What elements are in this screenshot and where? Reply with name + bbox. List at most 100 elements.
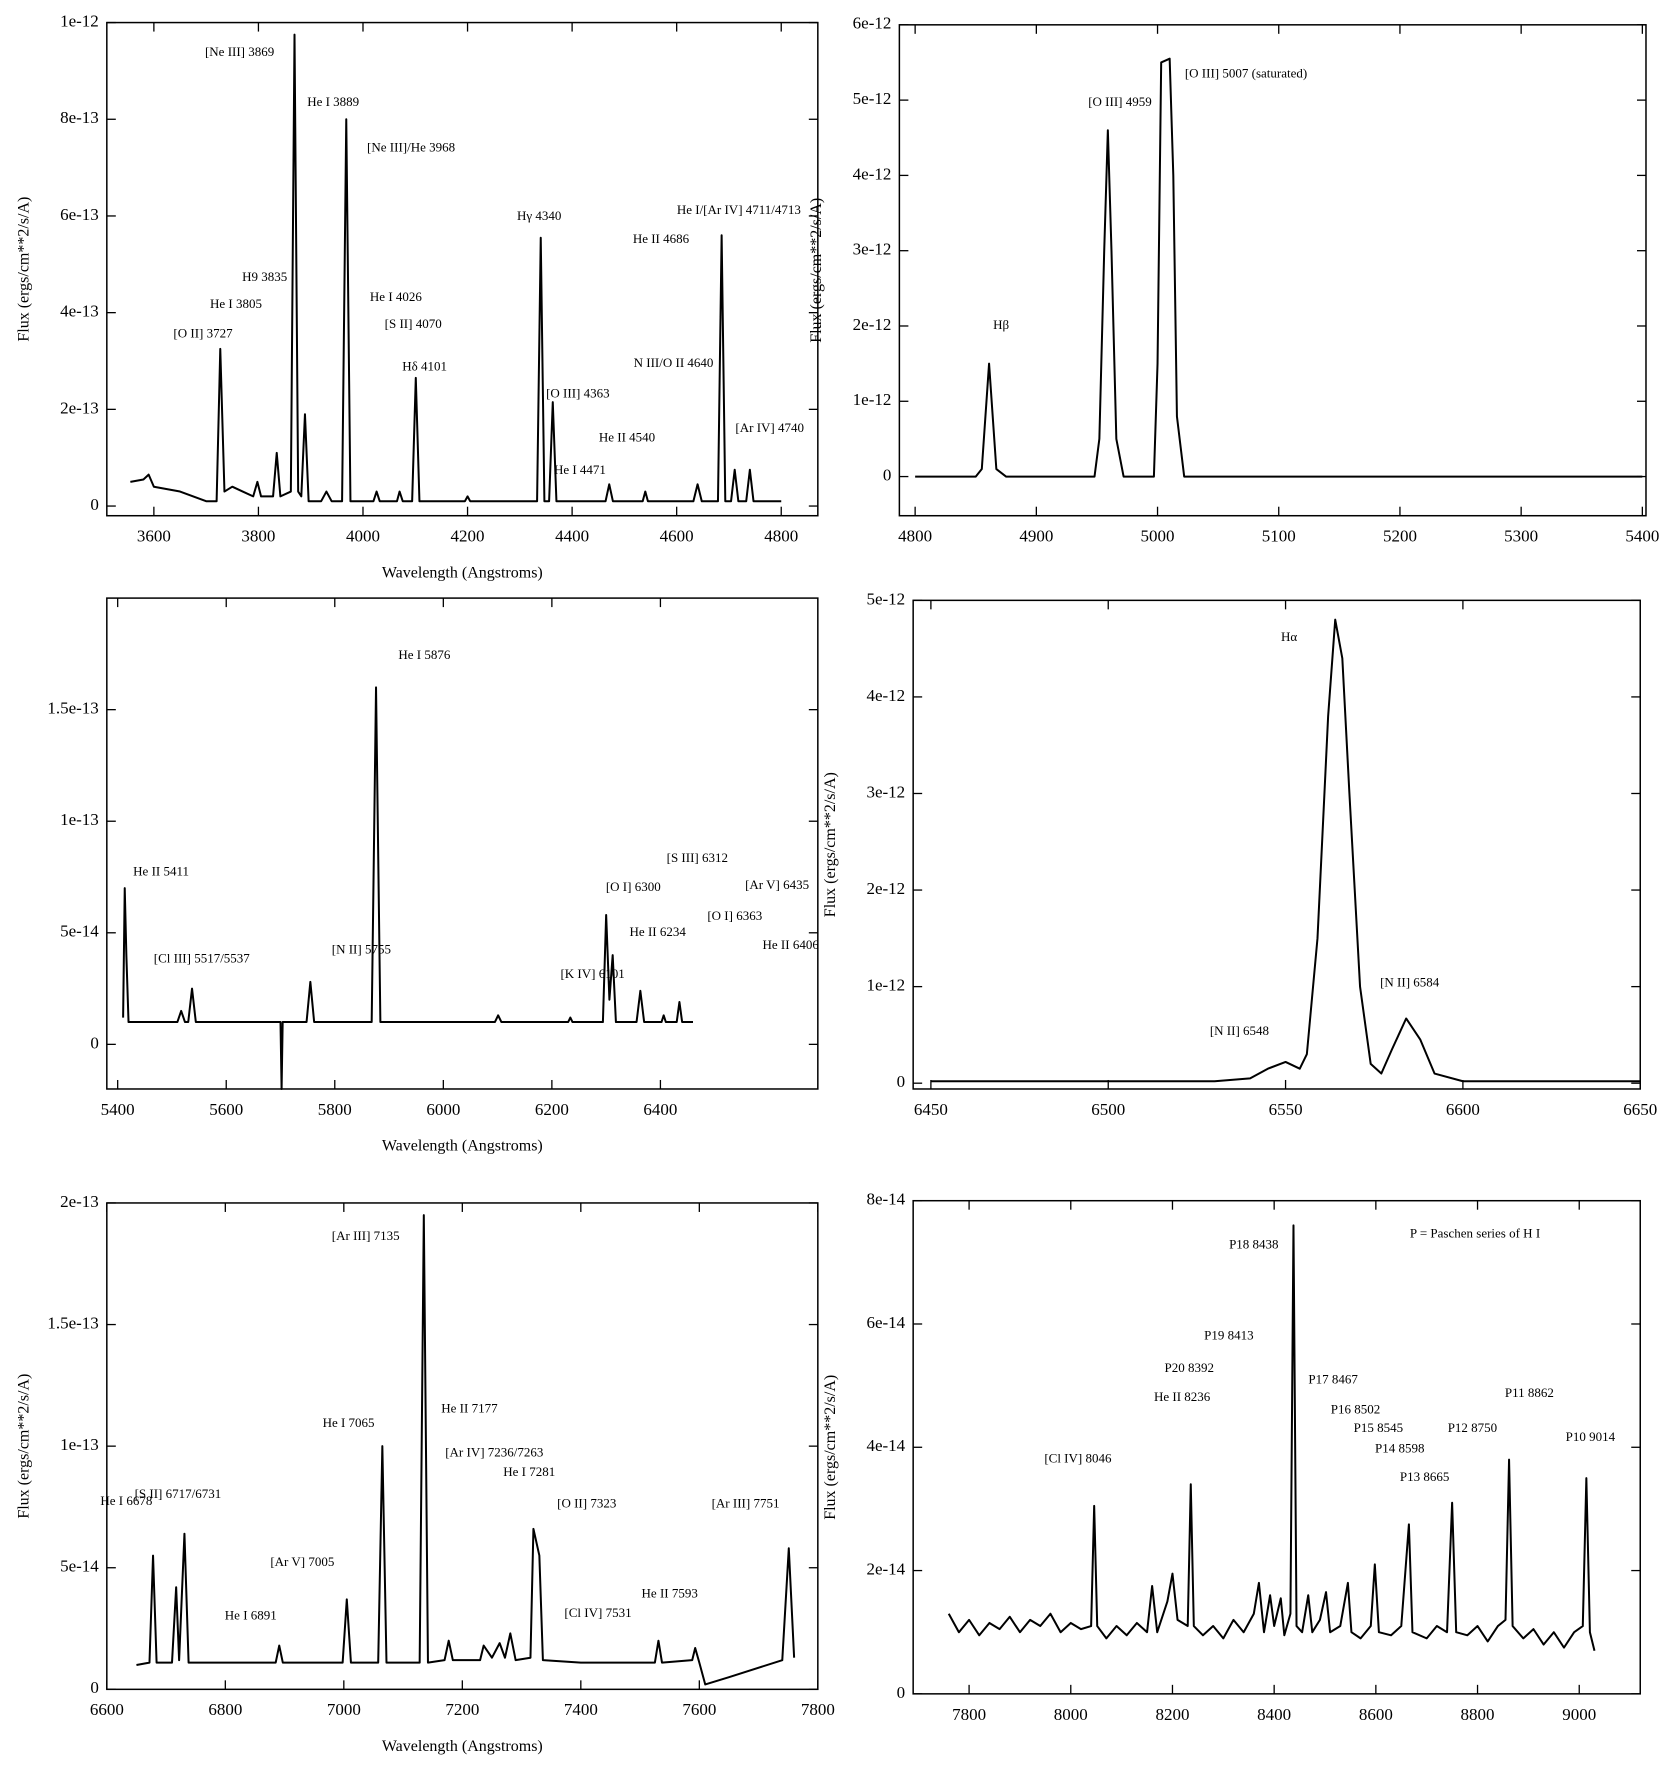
y-tick-label: 2e-13 <box>60 398 99 417</box>
x-tick-label: 5600 <box>209 1100 243 1119</box>
y-tick-label: 1e-13 <box>60 810 99 829</box>
x-tick-label: 4400 <box>555 527 589 546</box>
y-tick-label: 0 <box>883 465 892 484</box>
line-annotation: He I 7281 <box>503 1464 555 1479</box>
line-annotation: He II 4540 <box>599 429 655 444</box>
y-tick-label: 5e-12 <box>853 89 892 108</box>
x-tick-label: 6200 <box>535 1100 569 1119</box>
plot-frame <box>106 597 819 1090</box>
line-annotation: He I 3889 <box>307 94 359 109</box>
x-tick-label: 4600 <box>660 527 694 546</box>
y-axis-title: Flux (ergs/cm**2/s/A) <box>822 1375 839 1520</box>
x-tick-label: 5000 <box>1141 527 1175 546</box>
line-annotation: P17 8467 <box>1308 1372 1358 1387</box>
line-annotation: P10 9014 <box>1566 1429 1616 1444</box>
line-annotation: [Ar III] 7751 <box>712 1495 780 1510</box>
spectrum-line <box>915 57 1643 478</box>
line-annotation: He I 6678 <box>100 1493 152 1508</box>
line-annotation: He II 6406 <box>763 937 820 952</box>
y-tick-label: 1e-13 <box>60 1435 99 1454</box>
y-tick-label: 2e-14 <box>866 1559 905 1578</box>
y-axis-title: Flux (ergs/cm**2/s/A) <box>15 1374 32 1519</box>
y-tick-label: 4e-12 <box>866 686 905 705</box>
line-annotation: Hδ 4101 <box>402 358 447 373</box>
line-annotation: He II 6234 <box>630 924 687 939</box>
line-annotation: [O III] 4363 <box>546 385 610 400</box>
x-tick-label: 6550 <box>1269 1100 1303 1119</box>
line-annotation: [N II] 6548 <box>1210 1023 1269 1038</box>
line-annotation: [K IV] 6101 <box>560 966 624 981</box>
line-annotation: He I 3805 <box>210 296 262 311</box>
y-tick-label: 3e-12 <box>853 240 892 259</box>
line-annotation: [Ar IV] 7236/7263 <box>445 1444 543 1459</box>
line-annotation: P15 8545 <box>1354 1420 1403 1435</box>
x-tick-label: 5100 <box>1262 527 1296 546</box>
line-annotation: He I 6891 <box>225 1607 277 1622</box>
line-annotation: [Cl III] 5517/5537 <box>154 951 251 966</box>
y-tick-label: 0 <box>897 1683 906 1702</box>
line-annotation: He II 7593 <box>642 1585 698 1600</box>
x-tick-label: 3800 <box>241 527 275 546</box>
line-annotation: [Cl IV] 8046 <box>1044 1451 1112 1466</box>
x-axis-title: Wavelength (Angstroms) <box>382 564 543 581</box>
line-annotation: P = Paschen series of H I <box>1410 1226 1540 1241</box>
line-annotation: Hα <box>1281 629 1297 644</box>
y-tick-label: 6e-13 <box>60 205 99 224</box>
x-tick-label: 6600 <box>90 1700 124 1719</box>
y-tick-label: 1.5e-13 <box>47 1313 98 1332</box>
line-annotation: [Ne III] 3869 <box>205 44 274 59</box>
y-tick-label: 8e-14 <box>866 1190 905 1209</box>
y-tick-label: 6e-12 <box>853 14 892 33</box>
line-annotation: [Ar IV] 4740 <box>735 420 804 435</box>
spectrum-line <box>947 1224 1596 1651</box>
y-tick-label: 1e-12 <box>866 976 905 995</box>
line-annotation: He II 8236 <box>1154 1389 1211 1404</box>
y-tick-label: 0 <box>90 1033 99 1052</box>
x-tick-label: 6000 <box>426 1100 460 1119</box>
x-tick-label: 8200 <box>1155 1705 1189 1724</box>
spectrum-line <box>130 33 782 503</box>
y-tick-label: 5e-14 <box>60 922 99 941</box>
line-annotation: [O I] 6300 <box>606 879 661 894</box>
x-tick-label: 8800 <box>1461 1705 1495 1724</box>
x-tick-label: 6800 <box>208 1700 242 1719</box>
x-tick-label: 5400 <box>1625 527 1659 546</box>
line-annotation: [S II] 4070 <box>385 316 442 331</box>
x-tick-label: 7000 <box>327 1700 361 1719</box>
x-axis-title: Wavelength (Angstroms) <box>382 1138 543 1155</box>
line-annotation: P16 8502 <box>1331 1401 1380 1416</box>
y-tick-label: 5e-14 <box>60 1557 99 1576</box>
line-annotation: [O III] 4959 <box>1088 94 1152 109</box>
y-tick-label: 3e-12 <box>866 782 905 801</box>
line-annotation: [Ar V] 7005 <box>270 1554 334 1569</box>
y-tick-label: 5e-12 <box>866 589 905 608</box>
x-tick-label: 5300 <box>1504 527 1538 546</box>
y-tick-label: 2e-12 <box>853 315 892 334</box>
line-annotation: P19 8413 <box>1204 1327 1253 1342</box>
y-tick-label: 4e-12 <box>853 164 892 183</box>
y-tick-label: 2e-12 <box>866 879 905 898</box>
x-tick-label: 5400 <box>101 1100 135 1119</box>
x-tick-label: 9000 <box>1562 1705 1596 1724</box>
x-tick-label: 4000 <box>346 527 380 546</box>
line-annotation: He I 4471 <box>554 462 606 477</box>
line-annotation: P14 8598 <box>1375 1441 1424 1456</box>
line-annotation: [O II] 7323 <box>557 1495 616 1510</box>
x-tick-label: 3600 <box>137 527 171 546</box>
line-annotation: [O I] 6363 <box>707 908 762 923</box>
line-annotation: P12 8750 <box>1448 1420 1497 1435</box>
x-tick-label: 7400 <box>564 1700 598 1719</box>
y-axis-title: Flux (ergs/cm**2/s/A) <box>822 772 839 917</box>
x-tick-label: 4200 <box>451 527 485 546</box>
x-tick-label: 4800 <box>764 527 798 546</box>
line-annotation: [O II] 3727 <box>173 325 233 340</box>
line-annotation: Hγ 4340 <box>517 208 561 223</box>
y-tick-label: 6e-14 <box>866 1313 905 1332</box>
line-annotation: [Ar V] 6435 <box>745 877 809 892</box>
line-annotation: He I 5876 <box>398 647 450 662</box>
line-annotation: N III/O II 4640 <box>634 355 714 370</box>
line-annotation: P20 8392 <box>1165 1360 1214 1375</box>
y-axis-title: Flux (ergs/cm**2/s/A) <box>15 197 32 342</box>
line-annotation: [S II] 6717/6731 <box>135 1486 222 1501</box>
